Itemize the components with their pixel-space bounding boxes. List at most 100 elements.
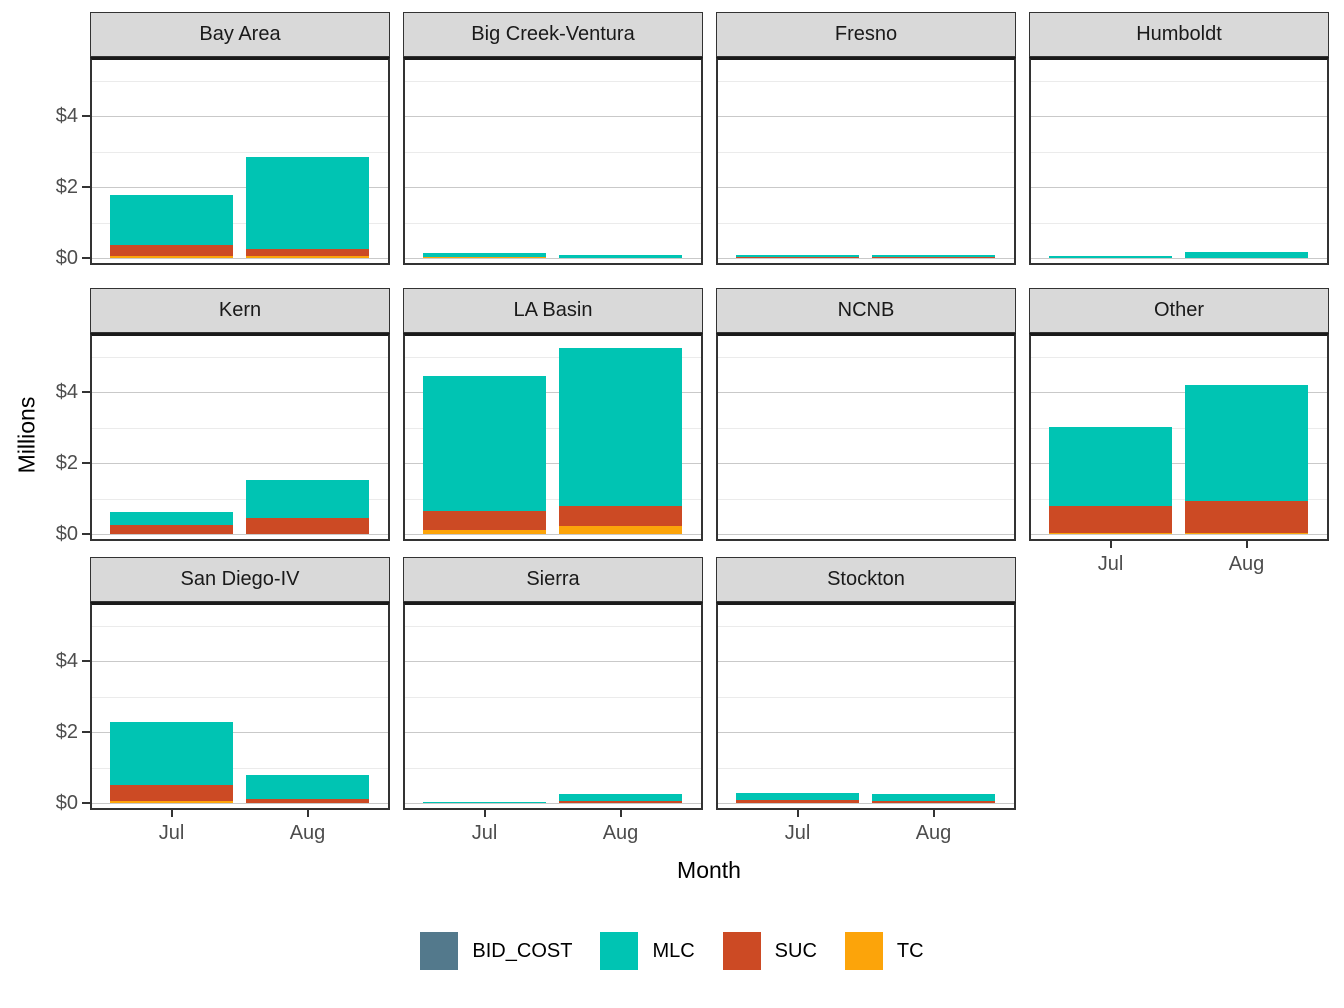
legend-item-suc: SUC (722, 932, 817, 970)
facet-strip: LA Basin (403, 288, 703, 333)
bar-segment-mlc (1049, 256, 1172, 258)
facet-strip-label: Stockton (827, 568, 905, 590)
facet-strip-label: Fresno (834, 23, 898, 45)
minor-gridline (1031, 222, 1327, 224)
bar-segment-tc (1049, 533, 1172, 534)
minor-gridline (92, 427, 388, 429)
minor-gridline (718, 80, 1014, 82)
facet-strip-label: NCNB (837, 299, 895, 321)
bar-segment-mlc (872, 793, 995, 801)
bar-segment-mlc (246, 157, 369, 249)
x-tick-mark (170, 810, 173, 817)
bar-segment-mlc (1185, 252, 1308, 258)
bar-segment-tc (1185, 533, 1308, 534)
facet-strip: Humboldt (1029, 12, 1329, 57)
major-gridline (405, 463, 701, 464)
y-tick-label: $2 (55, 452, 78, 474)
minor-gridline (718, 625, 1014, 627)
y-tick-label: $0 (55, 792, 78, 814)
bar-segment-mlc (110, 722, 233, 786)
bar-segment-mlc (559, 793, 682, 802)
bar-segment-suc (110, 785, 233, 801)
facet-strip: Big Creek-Ventura (403, 12, 703, 57)
minor-gridline (405, 498, 701, 500)
major-gridline (92, 661, 388, 662)
x-tick-label: Aug (289, 822, 326, 844)
major-gridline (718, 534, 1014, 535)
facet-strip-label: Humboldt (1136, 23, 1222, 45)
major-gridline (92, 534, 388, 535)
x-tick-mark (483, 810, 486, 817)
minor-gridline (405, 696, 701, 698)
x-tick-label: Jul (158, 822, 185, 844)
minor-gridline (1031, 356, 1327, 358)
minor-gridline (718, 427, 1014, 429)
legend-label: MLC (652, 939, 695, 962)
bar-segment-mlc (736, 792, 859, 800)
legend-label: SUC (774, 939, 817, 962)
y-tick-label: $0 (55, 523, 78, 545)
major-gridline (92, 258, 388, 259)
minor-gridline (92, 222, 388, 224)
major-gridline (1031, 534, 1327, 535)
major-gridline (405, 187, 701, 188)
minor-gridline (1031, 498, 1327, 500)
facet-strip-label: Bay Area (199, 23, 281, 45)
major-gridline (405, 392, 701, 393)
facet-strip: Sierra (403, 557, 703, 602)
x-tick-mark (796, 810, 799, 817)
major-gridline (405, 534, 701, 535)
facet-strip-label: San Diego-IV (180, 568, 300, 590)
minor-gridline (405, 767, 701, 769)
bar-segment-mlc (872, 255, 995, 258)
major-gridline (1031, 392, 1327, 393)
major-gridline (718, 392, 1014, 393)
x-tick-label: Aug (915, 822, 952, 844)
y-tick-label: $4 (55, 650, 78, 672)
x-tick-mark (932, 810, 935, 817)
bar-segment-suc (872, 800, 995, 803)
bar-segment-mlc (246, 774, 369, 799)
y-tick-label: $4 (55, 381, 78, 403)
minor-gridline (718, 767, 1014, 769)
bar-segment-suc (246, 248, 369, 256)
minor-gridline (405, 625, 701, 627)
facet-panel (403, 333, 703, 541)
legend-swatch-mlc (600, 932, 639, 970)
major-gridline (92, 463, 388, 464)
bar-segment-mlc (559, 255, 682, 258)
x-tick-label: Jul (1097, 553, 1124, 575)
bar-segment-suc (736, 257, 859, 258)
minor-gridline (718, 498, 1014, 500)
legend-item-tc: TC (844, 932, 924, 970)
facet-panel (90, 57, 390, 265)
bar-segment-suc (559, 506, 682, 527)
bar-segment-tc (246, 255, 369, 258)
y-tick-mark (82, 257, 90, 259)
x-tick-label: Jul (471, 822, 498, 844)
bar-segment-tc (559, 526, 682, 534)
y-tick-label: $2 (55, 176, 78, 198)
bar-segment-mlc (110, 511, 233, 526)
facet-strip: Bay Area (90, 12, 390, 57)
major-gridline (718, 258, 1014, 259)
minor-gridline (92, 80, 388, 82)
minor-gridline (718, 222, 1014, 224)
y-tick-mark (82, 731, 90, 733)
x-tick-mark (1245, 541, 1248, 548)
x-tick-mark (306, 810, 309, 817)
y-tick-label: $2 (55, 721, 78, 743)
minor-gridline (718, 356, 1014, 358)
major-gridline (1031, 116, 1327, 117)
facet-strip-label: Kern (218, 299, 262, 321)
y-tick-mark (82, 462, 90, 464)
minor-gridline (92, 625, 388, 627)
major-gridline (1031, 463, 1327, 464)
bar-segment-mlc (1049, 426, 1172, 506)
major-gridline (405, 732, 701, 733)
major-gridline (718, 463, 1014, 464)
major-gridline (405, 258, 701, 259)
bar-segment-suc (110, 244, 233, 256)
bar-segment-mlc (1185, 385, 1308, 501)
x-tick-mark (619, 810, 622, 817)
